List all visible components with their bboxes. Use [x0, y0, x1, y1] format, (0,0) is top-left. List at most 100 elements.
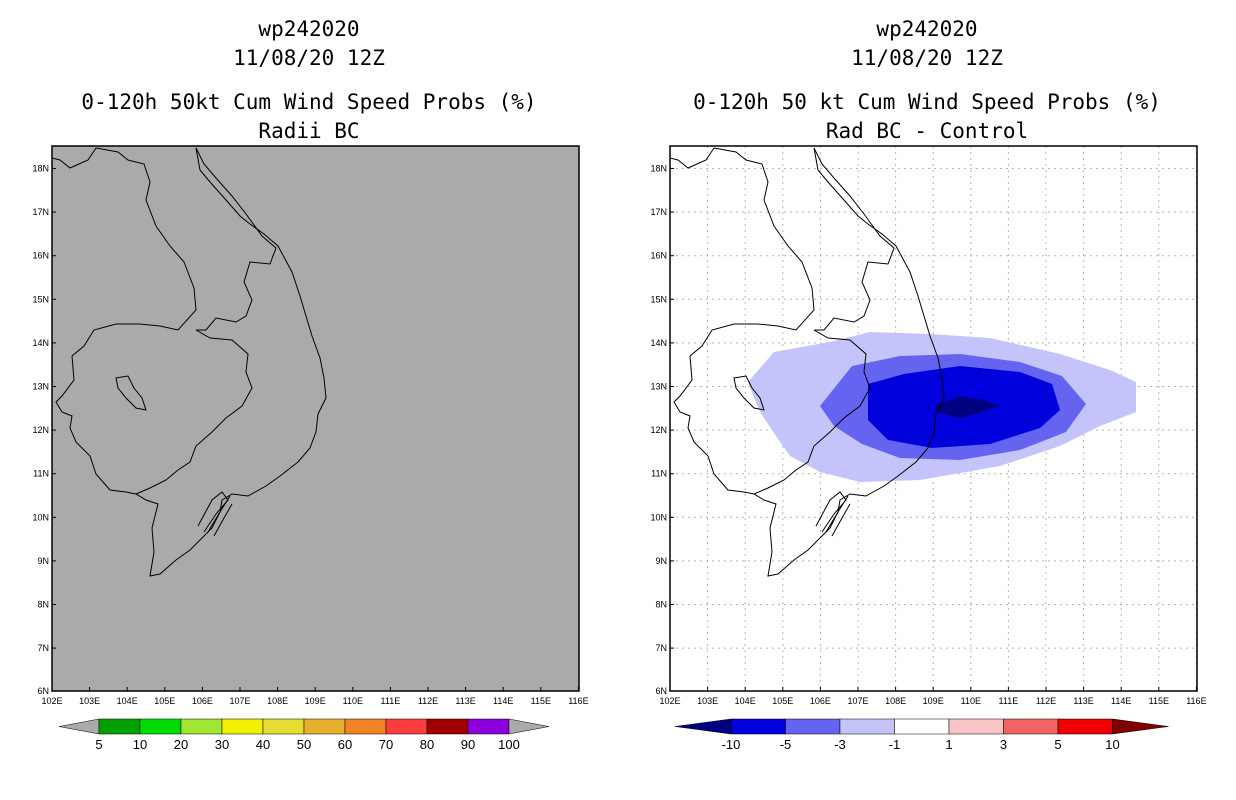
- right-colorbar-low-triangle: [674, 718, 732, 735]
- right-colorbar-swatch: [1057, 718, 1113, 735]
- left-lat-label: 16N: [32, 251, 49, 261]
- left-colorbar-label: 10: [133, 737, 147, 752]
- right-colorbar-label: 3: [1000, 737, 1007, 752]
- left-colorbar-label: 60: [338, 737, 352, 752]
- right-map-gridlines: [670, 146, 1197, 691]
- left-storm-id: wp242020: [258, 17, 360, 41]
- right-colorbar-swatch: [785, 718, 841, 735]
- right-lon-label: 114E: [1111, 696, 1131, 706]
- contour-below-minus10: [934, 396, 1000, 418]
- right-coastline-mainland: [670, 147, 945, 577]
- right-lat-label: 8N: [655, 600, 667, 610]
- left-lat-label: 14N: [32, 338, 49, 348]
- left-lat-label: 7N: [37, 643, 49, 653]
- right-mekong-delta: [815, 491, 851, 537]
- left-lon-label: 107E: [229, 696, 250, 706]
- right-colorbar-label: -3: [834, 737, 846, 752]
- left-colorbar-swatch: [98, 718, 141, 735]
- right-colorbar-label: 10: [1105, 737, 1119, 752]
- left-lat-label: 6N: [37, 686, 49, 696]
- left-lon-label: 115E: [531, 696, 551, 706]
- right-storm-id: wp242020: [876, 17, 978, 41]
- left-colorbar-label: 5: [95, 737, 102, 752]
- left-border-cambodia: [135, 329, 253, 495]
- left-colorbar-label: 30: [215, 737, 229, 752]
- left-lon-label: 111E: [381, 696, 401, 706]
- right-lat-label: 18N: [650, 164, 667, 174]
- left-colorbar-swatch: [180, 718, 223, 735]
- right-lon-label: 102E: [659, 696, 680, 706]
- left-tonle-sap: [115, 375, 147, 411]
- left-lon-label: 104E: [117, 696, 138, 706]
- left-colorbar-swatch: [139, 718, 182, 735]
- left-colorbar-label: 90: [461, 737, 475, 752]
- right-difference-contours: [748, 332, 1136, 482]
- left-lon-label: 110E: [343, 696, 363, 706]
- right-lon-label: 104E: [735, 696, 756, 706]
- right-lat-label: 11N: [651, 469, 667, 479]
- left-colorbar-label: 20: [174, 737, 188, 752]
- left-lon-label: 106E: [192, 696, 213, 706]
- left-coastlines: [52, 147, 327, 577]
- right-lon-label: 106E: [810, 696, 831, 706]
- right-lon-label: 113E: [1073, 696, 1093, 706]
- right-lat-label: 12N: [650, 425, 667, 435]
- left-subtitle: Radii BC: [258, 119, 360, 143]
- right-lon-label: 108E: [885, 696, 906, 706]
- left-lat-label: 18N: [32, 164, 49, 174]
- left-colorbar-swatch: [467, 718, 510, 735]
- right-lat-label: 14N: [650, 338, 667, 348]
- right-lat-label: 7N: [655, 643, 667, 653]
- left-lat-label: 10N: [32, 512, 49, 522]
- right-lat-label: 10N: [650, 512, 667, 522]
- left-map-background: [52, 146, 579, 691]
- left-colorbar-swatch: [344, 718, 387, 735]
- right-colorbar-label: 1: [945, 737, 952, 752]
- right-lon-label: 107E: [847, 696, 868, 706]
- right-lat-label: 9N: [655, 556, 667, 566]
- left-lat-label: 17N: [32, 207, 49, 217]
- left-colorbar-swatch: [221, 718, 264, 735]
- right-colorbar-high-triangle: [1112, 718, 1169, 735]
- left-colorbar-swatch: [262, 718, 305, 735]
- right-border-cambodia: [753, 329, 871, 495]
- right-lon-label: 110E: [961, 696, 981, 706]
- right-colorbar-swatch: [839, 718, 895, 735]
- right-lat-label: 13N: [650, 382, 667, 392]
- left-lon-label: 113E: [455, 696, 475, 706]
- right-colorbar-label: -5: [780, 737, 792, 752]
- left-lon-label: 102E: [41, 696, 62, 706]
- left-lon-label: 105E: [154, 696, 175, 706]
- right-colorbar-label: -10: [722, 737, 741, 752]
- right-product-title: 0-120h 50 kt Cum Wind Speed Probs (%): [693, 90, 1161, 114]
- right-coastlines: [670, 147, 945, 577]
- left-colorbar-swatch: [303, 718, 346, 735]
- left-mekong-delta: [197, 491, 233, 537]
- left-lat-label: 11N: [33, 469, 49, 479]
- left-colorbar-swatch: [385, 718, 428, 735]
- right-subtitle: Rad BC - Control: [825, 119, 1029, 143]
- right-tonle-sap: [733, 375, 765, 411]
- right-colorbar-swatch: [948, 718, 1004, 735]
- right-border-laos-vietnam: [813, 147, 895, 331]
- right-colorbar-swatch: [1003, 718, 1059, 735]
- left-lon-label: 114E: [493, 696, 513, 706]
- left-lon-label: 109E: [305, 696, 326, 706]
- left-lat-label: 13N: [32, 382, 49, 392]
- right-colorbar-swatch: [730, 718, 786, 735]
- left-lon-label: 112E: [418, 696, 438, 706]
- left-lat-label: 9N: [37, 556, 49, 566]
- left-colorbar-swatch: [426, 718, 469, 735]
- right-lat-label: 16N: [650, 251, 667, 261]
- right-colorbar-swatch: [894, 718, 950, 735]
- left-colorbar-label: 50: [297, 737, 311, 752]
- right-lon-label: 111E: [999, 696, 1019, 706]
- left-product-title: 0-120h 50kt Cum Wind Speed Probs (%): [81, 90, 537, 114]
- left-colorbar-high-triangle: [508, 718, 550, 735]
- left-lon-label: 103E: [79, 696, 100, 706]
- right-colorbar-label: 5: [1054, 737, 1061, 752]
